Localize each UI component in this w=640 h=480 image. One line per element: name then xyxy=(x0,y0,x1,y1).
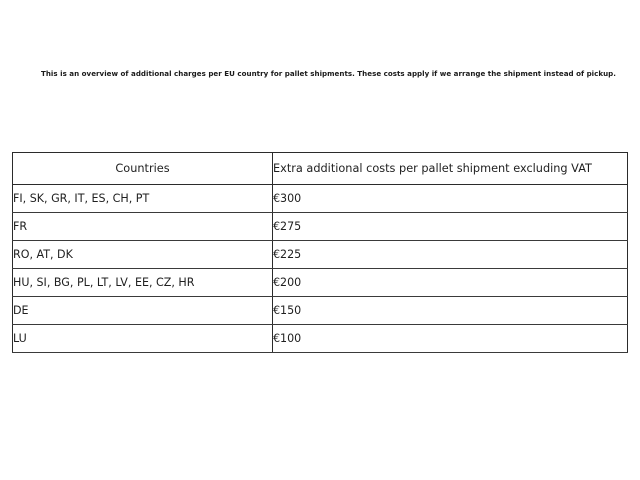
cell-cost: €100 xyxy=(272,324,628,353)
cell-cost: €300 xyxy=(272,184,628,213)
table-header-row: Countries Extra additional costs per pal… xyxy=(12,152,628,185)
cell-cost: €275 xyxy=(272,212,628,241)
intro-paragraph: This is an overview of additional charge… xyxy=(41,69,616,79)
table-row: DE €150 xyxy=(12,296,628,325)
table-body: FI, SK, GR, IT, ES, CH, PT €300 FR €275 … xyxy=(12,184,628,353)
table-row: RO, AT, DK €225 xyxy=(12,240,628,269)
cell-cost: €225 xyxy=(272,240,628,269)
cell-countries: LU xyxy=(12,324,273,353)
table-row: FI, SK, GR, IT, ES, CH, PT €300 xyxy=(12,184,628,213)
table-row: HU, SI, BG, PL, LT, LV, EE, CZ, HR €200 xyxy=(12,268,628,297)
column-header-countries: Countries xyxy=(12,152,273,185)
charges-table: Countries Extra additional costs per pal… xyxy=(12,152,628,353)
cell-cost: €150 xyxy=(272,296,628,325)
cell-countries: FI, SK, GR, IT, ES, CH, PT xyxy=(12,184,273,213)
cell-countries: HU, SI, BG, PL, LT, LV, EE, CZ, HR xyxy=(12,268,273,297)
cell-countries: RO, AT, DK xyxy=(12,240,273,269)
table-row: FR €275 xyxy=(12,212,628,241)
cell-countries: FR xyxy=(12,212,273,241)
table-header: Countries Extra additional costs per pal… xyxy=(12,152,628,185)
table-row: LU €100 xyxy=(12,324,628,353)
cell-countries: DE xyxy=(12,296,273,325)
column-header-cost: Extra additional costs per pallet shipme… xyxy=(272,152,628,185)
cell-cost: €200 xyxy=(272,268,628,297)
